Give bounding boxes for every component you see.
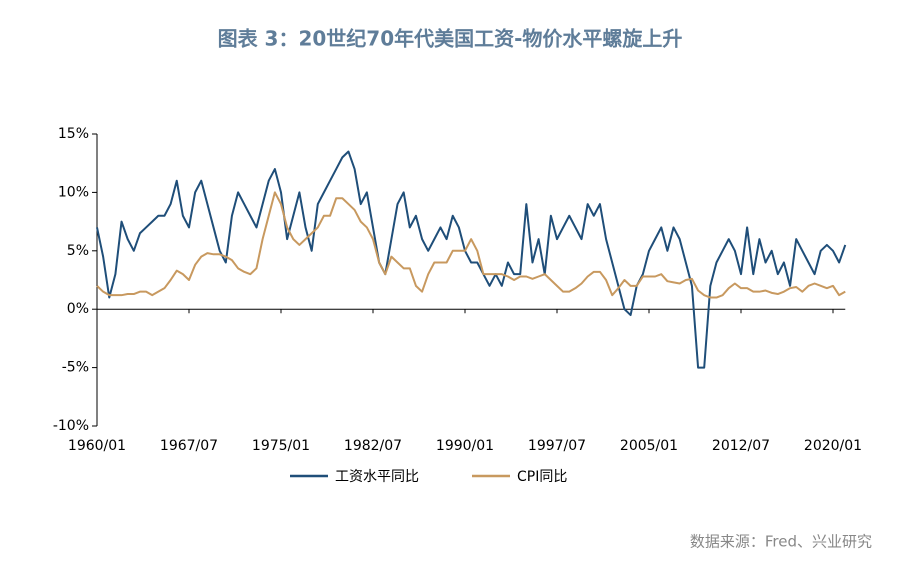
y-tick-label: -10% [53,418,89,434]
x-tick-label: 1975/01 [252,438,310,454]
series-line [96,150,847,369]
x-tick-label: 2005/01 [620,438,678,454]
series-line [96,191,846,299]
x-tick-label: 1990/01 [436,438,494,454]
x-tick-label: 2020/01 [804,438,862,454]
source-note: 数据来源：Fred、兴业研究 [690,533,872,551]
x-tick-label: 2012/07 [712,438,770,454]
y-tick-label: -5% [62,360,89,376]
chart-title: 图表 3：20世纪70年代美国工资-物价水平螺旋上升 [218,27,683,51]
legend-label: 工资水平同比 [335,469,419,485]
x-tick-label: 1967/07 [160,438,218,454]
x-tick-label: 1960/01 [68,438,126,454]
x-tick-label: 1997/07 [528,438,586,454]
y-tick-label: 10% [58,184,89,200]
legend-label: CPI同比 [517,469,567,485]
x-tick-label: 1982/07 [344,438,402,454]
y-tick-label: 15% [58,126,89,142]
y-tick-label: 5% [67,243,89,259]
y-tick-label: 0% [67,301,89,317]
